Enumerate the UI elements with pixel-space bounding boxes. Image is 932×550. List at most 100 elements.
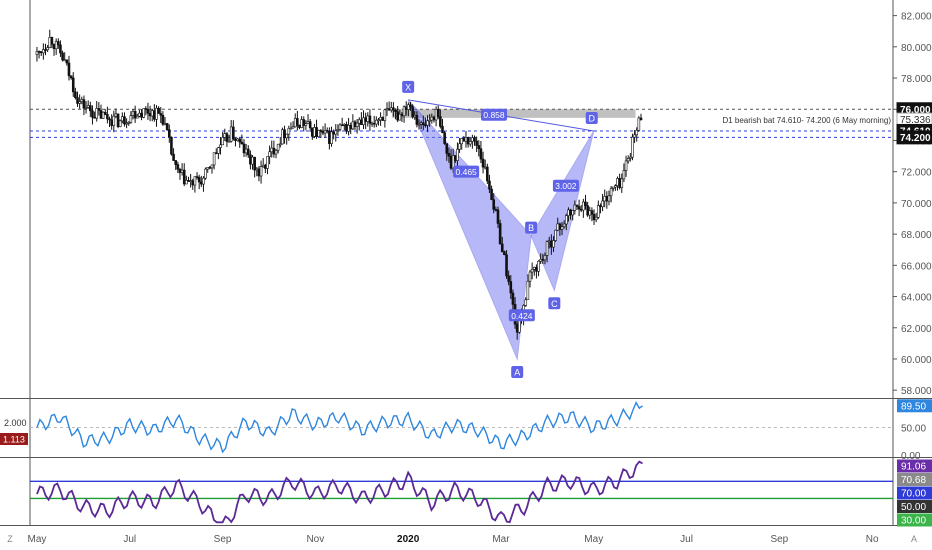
rsi-tick-label: 0.00 — [901, 451, 921, 462]
candle-body — [317, 130, 321, 138]
candle-body — [377, 119, 380, 122]
resistance-zone — [391, 109, 636, 118]
candle-body — [552, 240, 555, 248]
candle-body — [622, 170, 626, 180]
pattern-point-badge — [511, 365, 524, 378]
candle-body — [389, 107, 393, 111]
candle-body — [84, 107, 88, 109]
candle-body — [417, 123, 421, 126]
candle-body — [219, 144, 222, 148]
candle-body — [592, 214, 596, 221]
candle-body — [434, 108, 438, 121]
rsi-line — [36, 401, 643, 454]
candle-body — [157, 107, 160, 114]
candle-body — [289, 127, 293, 130]
time-tick-label: Sep — [214, 534, 232, 545]
candle-body — [264, 164, 267, 169]
candle-body — [246, 148, 250, 156]
candle-body — [48, 37, 52, 48]
candle-body — [586, 205, 589, 216]
auto-scale-icon[interactable]: A — [911, 534, 917, 544]
candle-body — [411, 106, 414, 118]
candle-body — [398, 113, 402, 121]
candle-body — [80, 99, 84, 102]
candle-body — [584, 201, 587, 206]
candle-body — [421, 122, 425, 126]
candle-body — [481, 158, 485, 168]
candle-body — [477, 145, 481, 150]
pattern-ratio-badge — [481, 108, 507, 121]
candle-body — [212, 152, 216, 166]
pattern-point-badge — [525, 221, 538, 234]
candle-body — [202, 177, 205, 185]
candle-body — [392, 107, 395, 111]
price-tick-label: 78.000 — [901, 74, 932, 85]
candle-body — [125, 122, 128, 125]
candle-body — [338, 124, 342, 130]
candle-body — [319, 130, 323, 132]
candle-body — [426, 120, 429, 126]
candle-body — [227, 140, 231, 143]
candle-body — [330, 131, 333, 144]
candle-body — [52, 43, 56, 50]
price-tick-label: 60.000 — [901, 355, 932, 366]
candle-body — [441, 126, 444, 133]
candle-body — [526, 280, 530, 301]
candle-body — [445, 143, 449, 154]
candle-body — [556, 223, 560, 231]
candle-body — [409, 104, 412, 108]
oscillator-line — [36, 460, 643, 524]
candle-body — [462, 138, 466, 142]
candle-body — [415, 115, 419, 125]
time-tick-label: Jul — [680, 534, 693, 545]
candle-body — [174, 160, 177, 165]
candle-body — [99, 110, 103, 119]
osc-value-tag — [897, 473, 932, 486]
candle-body — [362, 117, 365, 125]
candle-body — [204, 168, 207, 179]
candle-body — [74, 91, 77, 98]
candle-body — [387, 108, 391, 111]
candle-body — [332, 131, 335, 135]
candle-body — [430, 116, 434, 121]
candle-body — [95, 108, 99, 119]
candle-body — [178, 168, 182, 173]
candle-body — [244, 148, 248, 154]
candle-body — [153, 110, 156, 120]
candle-body — [86, 105, 90, 108]
candle-body — [400, 113, 404, 117]
osc-value-tag — [897, 459, 932, 473]
candle-body — [594, 217, 598, 221]
candle-body — [325, 130, 329, 132]
candle-body — [135, 115, 139, 119]
candle-body — [257, 168, 261, 177]
rsi-left-tag-bottom: 1.113 — [3, 435, 25, 445]
candle-body — [379, 116, 382, 121]
candle-body — [488, 180, 491, 190]
candle-body — [577, 206, 581, 210]
candle-body — [163, 123, 167, 125]
candle-body — [620, 178, 624, 188]
pattern-point-badge — [548, 297, 561, 310]
candle-body — [65, 59, 69, 64]
candle-body — [347, 125, 350, 132]
timezone-icon[interactable]: Z — [7, 534, 13, 544]
pattern-ratio-label: 0.424 — [511, 311, 533, 321]
candle-body — [454, 155, 457, 161]
candle-body — [127, 121, 131, 124]
candle-body — [637, 117, 641, 131]
candle-body — [208, 167, 212, 169]
price-tick-label: 80.000 — [901, 43, 932, 54]
candle-body — [541, 259, 545, 261]
candle-body — [432, 116, 436, 121]
candle-body — [221, 137, 224, 146]
candle-body — [550, 240, 553, 248]
candle-body — [44, 49, 47, 51]
candle-body — [579, 208, 583, 211]
candle-body — [197, 177, 201, 183]
rsi-value-label: 89.50 — [901, 401, 926, 412]
candle-body — [191, 180, 195, 186]
candle-body — [336, 129, 340, 131]
candle-body — [464, 137, 468, 142]
